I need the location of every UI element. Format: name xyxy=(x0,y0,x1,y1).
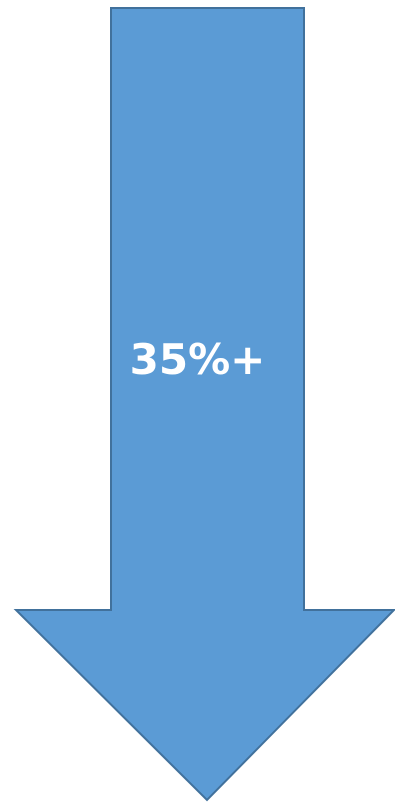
down-arrow-polygon xyxy=(13,7,395,802)
arrow-label: 35%+ xyxy=(129,335,266,384)
